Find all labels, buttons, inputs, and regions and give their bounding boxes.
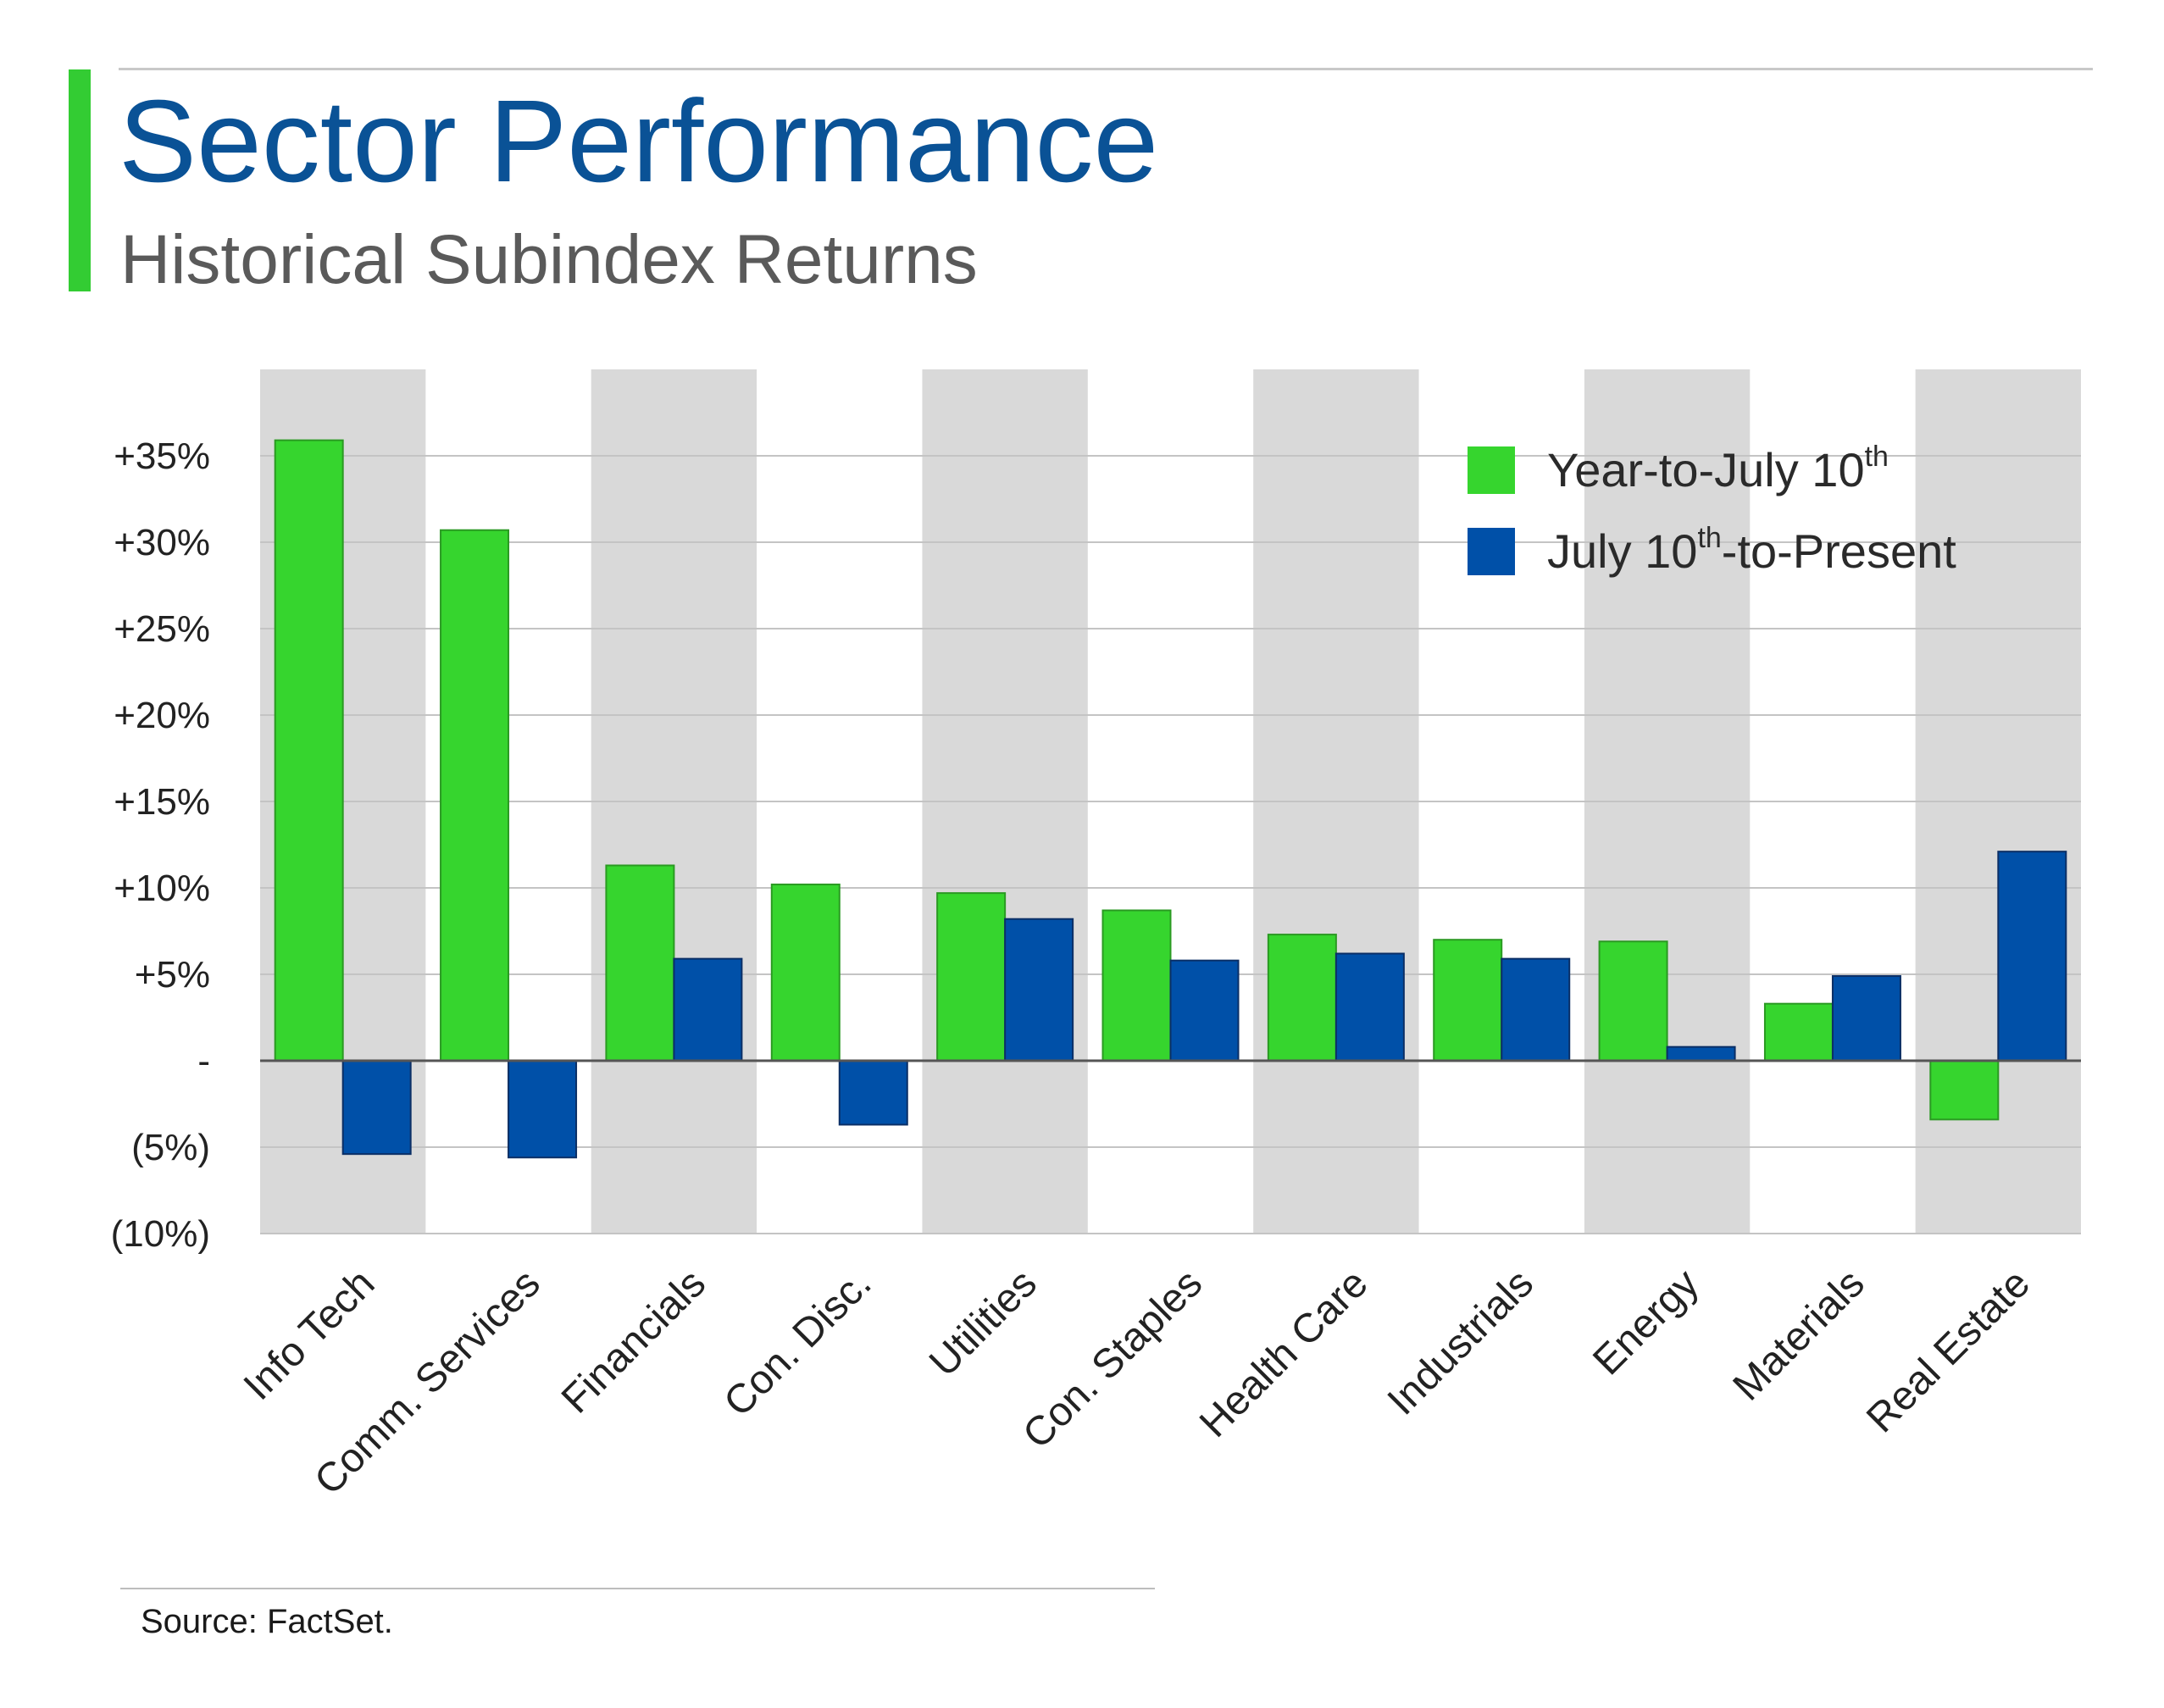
x-tick-label: Con. Disc.	[716, 1261, 880, 1425]
bar-since-3	[838, 1060, 908, 1126]
y-tick-label: +20%	[114, 695, 210, 736]
bar-ytd-6	[1267, 934, 1337, 1062]
y-tick-label: +5%	[135, 954, 210, 995]
bar-ytd-4	[936, 892, 1007, 1062]
legend-label-ytd: Year-to-July 10th	[1547, 442, 1889, 497]
y-tick-label: -	[197, 1040, 210, 1082]
x-tick-label: Energy	[1584, 1261, 1707, 1384]
bar-ytd-1	[440, 529, 510, 1062]
y-tick-label: +25%	[114, 608, 210, 650]
y-tick-label: +30%	[114, 522, 210, 563]
legend-swatch-since	[1468, 527, 1515, 575]
legend-swatch-ytd	[1468, 446, 1515, 494]
bar-since-7	[1501, 957, 1571, 1062]
x-tick-label: Utilities	[921, 1261, 1046, 1385]
legend-label-since: July 10th-to-Present	[1547, 524, 1956, 579]
bar-ytd-8	[1598, 940, 1668, 1062]
page-subtitle: Historical Subindex Returns	[120, 221, 978, 298]
legend-label-ytd-text: Year-to-July 10	[1547, 443, 1865, 496]
header-top-rule	[119, 68, 2093, 70]
x-tick-label: Info Tech	[236, 1261, 384, 1409]
bar-since-10	[1997, 851, 2067, 1062]
bar-since-2	[673, 957, 743, 1062]
bar-since-5	[1169, 959, 1240, 1062]
title-accent-bar	[69, 69, 91, 291]
y-tick-label: +10%	[114, 868, 210, 909]
legend-item-since: July 10th-to-Present	[1468, 524, 1956, 579]
bar-since-6	[1334, 952, 1405, 1062]
bar-since-4	[1004, 918, 1074, 1062]
bar-ytd-2	[605, 864, 675, 1062]
legend-label-since-sup: th	[1697, 522, 1722, 554]
page-title: Sector Performance	[119, 76, 1159, 207]
y-tick-label: +15%	[114, 781, 210, 823]
x-tick-label: Health Care	[1191, 1261, 1377, 1446]
bar-ytd-10	[1929, 1060, 2000, 1121]
x-tick-label: Con. Staples	[1014, 1261, 1211, 1457]
x-tick-label: Industrials	[1379, 1261, 1542, 1423]
bar-since-0	[341, 1060, 412, 1156]
bar-ytd-9	[1763, 1002, 1834, 1062]
legend-item-ytd: Year-to-July 10th	[1468, 442, 1889, 497]
bar-ytd-3	[770, 883, 841, 1062]
legend-label-since-text: July 10	[1547, 524, 1698, 578]
source-rule	[120, 1588, 1155, 1589]
bar-since-8	[1666, 1045, 1736, 1062]
x-tick-label: Real Estate	[1858, 1261, 2039, 1441]
legend-label-ytd-sup: th	[1864, 441, 1889, 473]
bar-ytd-7	[1433, 939, 1503, 1062]
bar-ytd-5	[1101, 909, 1172, 1062]
source-note: Source: FactSet.	[141, 1603, 393, 1640]
bar-since-1	[508, 1060, 578, 1159]
x-tick-label: Materials	[1725, 1261, 1873, 1409]
y-tick-label: (10%)	[111, 1213, 210, 1255]
legend-label-since-suffix: -to-Present	[1721, 524, 1956, 578]
bar-ytd-0	[274, 439, 344, 1062]
y-tick-label: +35%	[114, 435, 210, 477]
y-tick-label: (5%)	[131, 1127, 210, 1168]
x-tick-label: Financials	[553, 1261, 714, 1422]
bar-since-9	[1831, 975, 1901, 1062]
